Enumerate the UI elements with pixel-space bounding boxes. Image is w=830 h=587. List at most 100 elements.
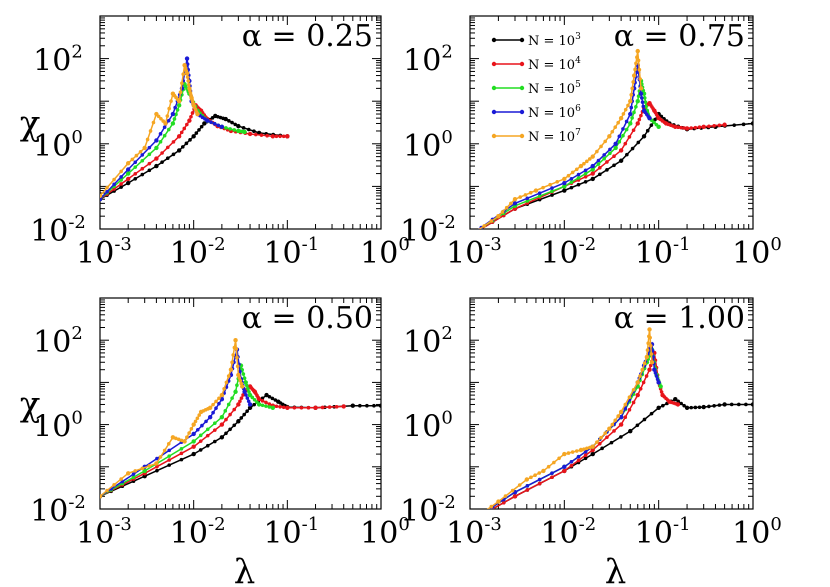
data-point (648, 344, 653, 348)
data-point (158, 132, 163, 136)
data-point (629, 105, 634, 110)
data-point (119, 178, 123, 182)
data-point (239, 416, 244, 420)
data-point (247, 402, 253, 407)
data-point (595, 440, 599, 444)
data-point (142, 468, 147, 474)
x-tick-label: 10-3 (446, 234, 502, 271)
data-point (654, 374, 659, 378)
panel-title: α = 0.25 (242, 19, 373, 54)
series-line (100, 58, 223, 200)
data-point (621, 127, 625, 131)
x-tick-label: 10-3 (446, 514, 502, 551)
data-point (608, 147, 612, 152)
data-point (613, 418, 618, 423)
data-point (583, 171, 588, 176)
data-point (230, 120, 234, 125)
y-axis-label: χ (20, 385, 41, 425)
data-point (170, 121, 176, 126)
data-point (596, 158, 601, 163)
data-point (167, 454, 171, 458)
data-point (176, 103, 182, 108)
data-point (327, 405, 332, 409)
data-point (105, 189, 109, 194)
data-point (133, 469, 138, 473)
data-point (552, 460, 556, 465)
legend-marker (491, 85, 497, 91)
data-point (281, 134, 286, 139)
data-point (590, 154, 595, 159)
data-point (167, 106, 171, 111)
data-point (181, 72, 186, 76)
data-point (618, 409, 624, 415)
data-point (628, 99, 633, 104)
data-point (722, 402, 727, 407)
data-point (160, 160, 164, 164)
data-point (626, 103, 630, 108)
data-point (525, 484, 530, 488)
data-point (219, 422, 225, 427)
data-point (618, 414, 624, 420)
data-point (637, 117, 642, 122)
data-point (583, 453, 588, 458)
series-line (488, 346, 662, 509)
x-tick-label: 100 (732, 234, 782, 271)
data-point (635, 48, 640, 54)
x-tick-label: 100 (360, 234, 410, 271)
data-point (722, 122, 727, 127)
data-point (235, 383, 239, 388)
data-point (154, 145, 159, 151)
x-tick-label: 100 (732, 514, 782, 551)
legend-marker (519, 133, 525, 139)
series-line (490, 352, 679, 509)
data-point (147, 152, 152, 157)
data-point (570, 170, 575, 175)
data-point (245, 396, 250, 400)
data-point (243, 380, 248, 385)
legend-label: N = 107 (528, 128, 581, 145)
data-point (334, 404, 339, 409)
data-point (537, 194, 542, 198)
data-point (165, 145, 170, 150)
data-point (212, 121, 217, 126)
data-point (635, 423, 640, 428)
data-point (582, 447, 586, 451)
data-point (193, 419, 198, 424)
data-point (623, 415, 628, 420)
y-tick-label: 100 (33, 127, 83, 164)
data-point (186, 79, 191, 83)
data-point (228, 412, 232, 417)
data-point (241, 372, 246, 376)
legend-label: N = 106 (528, 104, 581, 121)
data-point (194, 131, 199, 135)
data-point (165, 156, 170, 161)
series-group (476, 48, 753, 229)
data-point (649, 360, 655, 365)
x-tick-label: 10-2 (540, 234, 596, 271)
data-point (125, 176, 131, 182)
data-point (562, 468, 567, 474)
data-point (165, 114, 170, 118)
data-point (154, 156, 159, 161)
data-point (236, 402, 241, 407)
data-point (619, 435, 623, 439)
data-point (267, 394, 272, 399)
data-point (270, 405, 276, 411)
data-point (285, 405, 290, 411)
x-tick-label: 10-3 (76, 514, 132, 551)
legend-marker (491, 37, 497, 43)
data-point (562, 464, 567, 469)
data-point (119, 169, 123, 174)
data-point (518, 195, 523, 199)
data-point (548, 182, 552, 187)
data-point (173, 105, 177, 110)
data-point (100, 197, 103, 202)
x-tick-label: 10-1 (263, 514, 319, 551)
data-point (256, 396, 262, 402)
data-point (599, 144, 603, 149)
data-point (659, 390, 664, 394)
data-point (732, 123, 737, 127)
data-point (281, 405, 286, 410)
y-tick-label: 102 (33, 323, 83, 360)
